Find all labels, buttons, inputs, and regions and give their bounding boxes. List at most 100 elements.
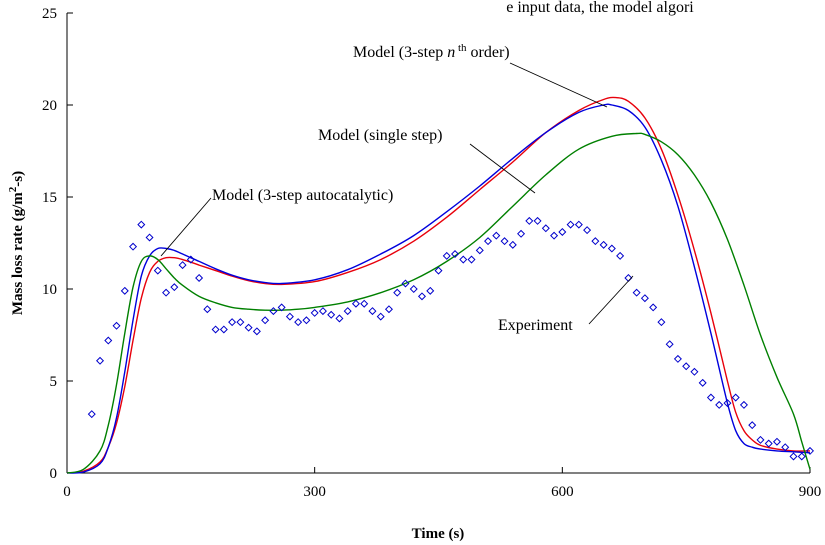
- experiment-point: [484, 237, 493, 246]
- y-axis-title: Mass loss rate (g/m2-s): [7, 171, 26, 315]
- plot-area: 0 5 10 15 20 25 0 300 600 900 Model (3-step n th…: [42, 6, 821, 500]
- experiment-point: [252, 327, 261, 336]
- annotation-single-step: Model (single step): [318, 127, 442, 144]
- x-tick-label: 600: [551, 484, 574, 500]
- annotation-experiment: Experiment: [498, 317, 573, 334]
- experiment-point: [129, 242, 138, 251]
- experiment-point: [558, 227, 567, 236]
- experiment-point: [715, 400, 724, 409]
- experiment-point: [690, 367, 699, 376]
- experiment-point: [525, 216, 534, 225]
- experiment-point: [797, 452, 806, 461]
- experiment-point: [203, 305, 212, 314]
- y-tick-label: 5: [50, 374, 58, 390]
- experiment-point: [351, 299, 360, 308]
- y-axis-title-end: -s): [10, 171, 26, 187]
- experiment-point: [310, 308, 319, 317]
- experiment-point: [723, 399, 732, 408]
- experiment-point: [475, 246, 484, 255]
- experiment-point: [153, 266, 162, 275]
- experiment-point: [302, 316, 311, 325]
- experiment-point: [550, 231, 559, 240]
- experiment-point: [269, 307, 278, 316]
- experiment-point: [228, 318, 237, 327]
- experiment-point: [599, 240, 608, 249]
- experiment-point: [492, 231, 501, 240]
- annotation-part: Model (3-step: [353, 44, 447, 61]
- experiment-point: [616, 251, 625, 260]
- experiment-point: [186, 255, 195, 264]
- y-tick-label: 15: [42, 190, 57, 206]
- experiment-point: [417, 292, 426, 301]
- experiment-point: [781, 443, 790, 452]
- experiment-point: [434, 266, 443, 275]
- x-ticks: 0 300 600 900: [63, 467, 821, 500]
- experiment-point: [178, 261, 187, 270]
- experiment-point: [541, 224, 550, 233]
- experiment-point: [277, 303, 286, 312]
- experiment-point: [566, 220, 575, 229]
- annotation-part: order): [467, 44, 510, 61]
- experiment-point: [756, 435, 765, 444]
- annotation-three-step-auto: Model (3-step autocatalytic): [212, 187, 393, 204]
- y-tick-label: 20: [42, 98, 57, 114]
- experiment-point: [285, 312, 294, 321]
- experiment-point: [657, 318, 666, 327]
- experiment-point: [384, 305, 393, 314]
- experiment-point: [706, 393, 715, 402]
- experiment-point: [698, 378, 707, 387]
- experiment-point: [409, 284, 418, 294]
- experiment-point: [739, 400, 748, 409]
- experiment-point: [426, 286, 435, 295]
- x-tick-label: 0: [63, 484, 71, 500]
- experiment-point: [665, 340, 674, 349]
- clipped-top-text: e input data, the model algori: [506, 0, 694, 16]
- experiment-point: [162, 288, 171, 297]
- experiment-point: [764, 439, 773, 448]
- x-tick-label: 900: [799, 484, 822, 500]
- experiment-point: [335, 314, 344, 323]
- experiment-point: [649, 303, 658, 312]
- experiment-point: [805, 446, 815, 455]
- experiment-point: [591, 237, 600, 246]
- series-line-three-step-nth: [66, 96, 811, 474]
- experiment-point: [376, 312, 385, 321]
- experiment-point: [137, 220, 146, 229]
- experiment-point: [451, 250, 460, 259]
- annotation-leader-single-step: [469, 143, 536, 194]
- annotation-leader-experiment: [588, 275, 634, 325]
- experiment-point: [244, 323, 253, 332]
- experiment-point: [368, 307, 377, 316]
- y-tick-label: 0: [50, 466, 58, 482]
- experiment-point: [343, 307, 352, 316]
- experiment-point: [673, 354, 682, 363]
- experiment-point: [748, 421, 757, 430]
- y-axis-title-sup: 2: [7, 186, 19, 192]
- experiment-point: [360, 299, 369, 308]
- y-tick-label: 10: [42, 282, 57, 298]
- experiment-point: [87, 410, 96, 419]
- x-axis-title: Time (s): [412, 526, 465, 542]
- experiment-point: [318, 307, 327, 316]
- experiment-point: [574, 220, 583, 229]
- y-tick-label: 25: [42, 6, 57, 22]
- y-axis-title-base: Mass loss rate (g/m: [10, 192, 26, 315]
- annotation-three-step-nth: Model (3-step n th order): [353, 42, 510, 61]
- experiment-point: [236, 318, 245, 327]
- experiment-point: [607, 244, 616, 253]
- experiment-point: [327, 310, 336, 319]
- experiment-point: [120, 286, 129, 295]
- experiment-point: [195, 273, 204, 282]
- experiment-point: [632, 288, 641, 297]
- experiment-point: [401, 279, 410, 288]
- experiment-point: [104, 336, 113, 345]
- experiment-point: [393, 288, 402, 297]
- annotation-leader-three-step-nth: [509, 62, 608, 108]
- experiment-point: [459, 255, 468, 264]
- series-line-three-step-auto: [66, 103, 811, 474]
- experiment-point: [442, 251, 451, 260]
- experiment-point: [145, 233, 154, 242]
- y-ticks: 0 5 10 15 20 25: [42, 6, 73, 482]
- experiment-point: [112, 321, 121, 330]
